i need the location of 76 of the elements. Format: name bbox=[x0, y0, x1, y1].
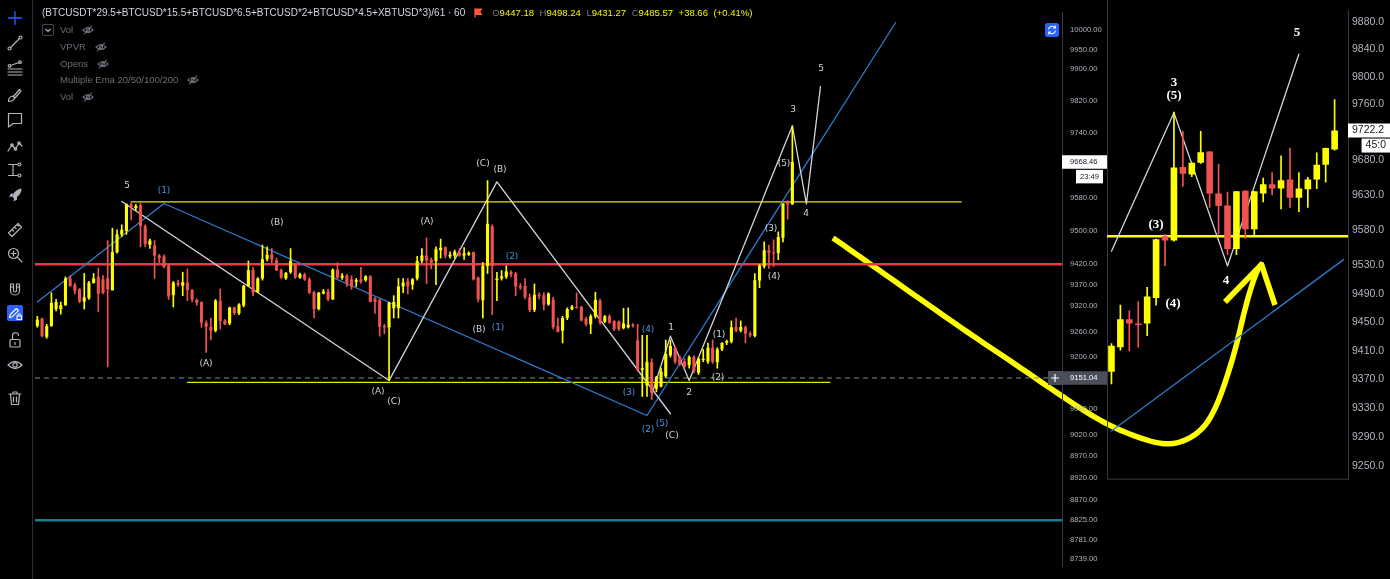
y-tick-label: 9680.0 bbox=[1352, 152, 1385, 165]
annotation: (4) bbox=[1165, 294, 1181, 310]
candlestick bbox=[462, 247, 466, 260]
y-tick-label: 9330.0 bbox=[1352, 401, 1385, 414]
y-tick-label: 9840.0 bbox=[1352, 42, 1385, 55]
annotation: Vol bbox=[60, 24, 74, 36]
candlestick bbox=[134, 204, 138, 211]
candlestick bbox=[1179, 131, 1187, 187]
annotation: (C) bbox=[387, 396, 401, 407]
candlestick bbox=[767, 244, 771, 269]
candlestick bbox=[1277, 155, 1285, 210]
candlestick bbox=[354, 278, 358, 287]
annotation: 5 bbox=[1293, 24, 1301, 40]
annotation: (5) bbox=[655, 418, 669, 429]
annotation: 3 bbox=[1170, 73, 1178, 89]
y-tick-label: 9800.0 bbox=[1352, 69, 1385, 82]
annotation: Opens bbox=[60, 57, 88, 70]
annotation: (3) bbox=[1148, 216, 1164, 232]
annotation: (1) bbox=[491, 322, 505, 333]
annotation: 5 bbox=[124, 179, 130, 190]
annotation: 5 bbox=[818, 63, 824, 74]
annotation: 3 bbox=[790, 103, 796, 114]
annotation: Multiple Ema 20/50/100/200 bbox=[60, 74, 179, 87]
text: 9722.2 bbox=[1352, 123, 1385, 136]
annotation: 2 bbox=[686, 387, 692, 398]
y-tick-label: 9410.0 bbox=[1352, 343, 1385, 356]
y-tick-label: 9580.0 bbox=[1352, 222, 1385, 235]
y-tick-label: 9880.0 bbox=[1352, 14, 1385, 27]
annotation: (A) bbox=[371, 386, 385, 397]
annotation: (4) bbox=[767, 270, 781, 281]
annotation: (3) bbox=[622, 387, 636, 398]
annotation: (1) bbox=[157, 184, 171, 195]
candlestick bbox=[1161, 233, 1169, 267]
text: O9447.18 H9498.24 L9431.27 C9485.57 +38.66 (+0.41%) bbox=[492, 7, 753, 18]
candlestick bbox=[359, 266, 363, 284]
candlestick bbox=[1295, 172, 1303, 213]
annotation: (B) bbox=[493, 164, 507, 175]
y-tick-label: 9490.0 bbox=[1352, 286, 1385, 299]
annotation: (2) bbox=[505, 250, 519, 261]
candlestick bbox=[1268, 172, 1276, 196]
annotation: (C) bbox=[665, 430, 679, 441]
y-tick-label: 9250.0 bbox=[1352, 459, 1385, 472]
annotation: (1) bbox=[712, 329, 726, 340]
y-tick-label: 9450.0 bbox=[1352, 315, 1385, 328]
candlestick bbox=[495, 271, 499, 302]
candlestick bbox=[209, 317, 213, 341]
annotation: 4 bbox=[1222, 271, 1230, 287]
candlestick bbox=[204, 320, 208, 353]
y-tick-label: 9530.0 bbox=[1352, 258, 1385, 271]
text: 45:0 bbox=[1365, 138, 1387, 151]
candlestick bbox=[631, 323, 635, 328]
annotation: (3) bbox=[764, 223, 778, 234]
annotation: (A) bbox=[199, 358, 213, 369]
annotation: (B) bbox=[472, 323, 486, 334]
annotation: (C) bbox=[476, 158, 490, 169]
annotation: (5) bbox=[1166, 86, 1182, 102]
y-tick-label: 9370.0 bbox=[1352, 372, 1385, 385]
annotation: (B) bbox=[270, 217, 284, 228]
candlestick bbox=[1126, 310, 1133, 352]
annotation: (4) bbox=[641, 323, 655, 334]
annotation: (5) bbox=[777, 158, 791, 169]
annotation: (A) bbox=[420, 216, 434, 227]
annotation: VPVR bbox=[60, 40, 86, 53]
candlestick bbox=[82, 273, 86, 310]
annotation: Vol bbox=[60, 91, 74, 103]
y-tick-label: 9290.0 bbox=[1352, 430, 1385, 443]
y-tick-label: 9630.0 bbox=[1352, 187, 1385, 200]
candlestick bbox=[181, 271, 185, 296]
candlestick bbox=[129, 202, 133, 221]
annotation: 4 bbox=[803, 207, 810, 218]
annotation: 1 bbox=[668, 322, 674, 333]
y-tick-label: 9760.0 bbox=[1352, 97, 1385, 110]
annotation: (2) bbox=[711, 372, 725, 383]
chart-title: (BTCUSDT*29.5+BTCUSD*15.5+BTCUSD*6.5+BTCUSD*2+BTCUSD*4.5+XBTUSD*3)/61 · 60 bbox=[42, 7, 466, 19]
candlestick bbox=[340, 273, 344, 280]
annotation: (2) bbox=[641, 423, 655, 434]
